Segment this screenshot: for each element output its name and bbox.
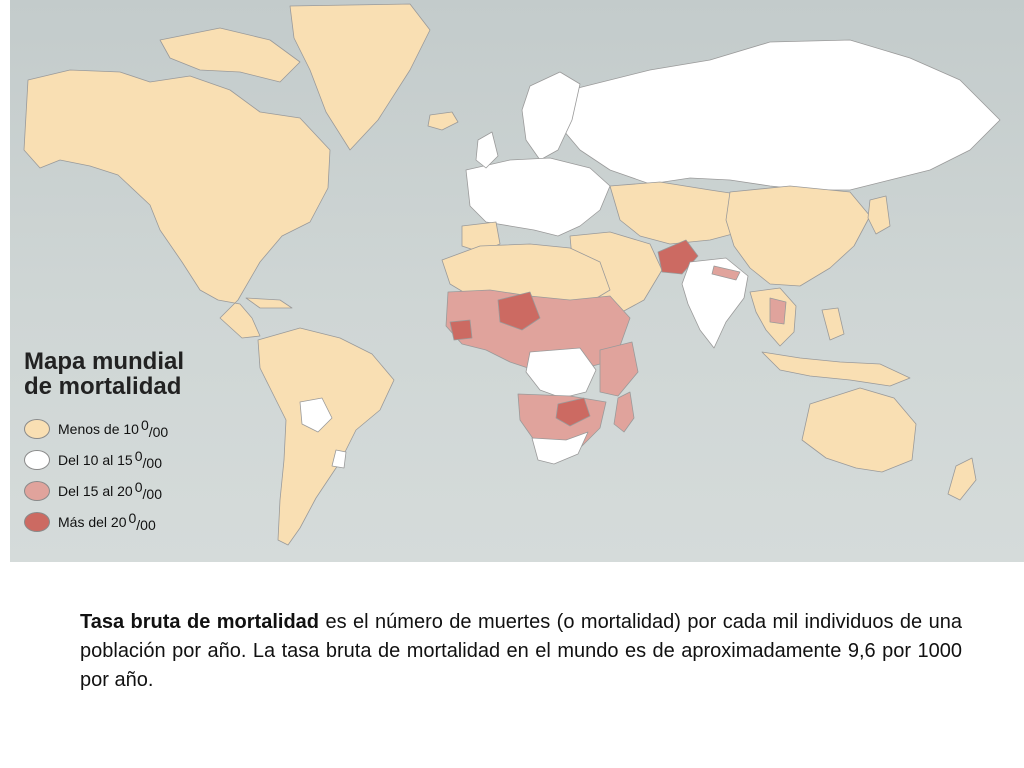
region-russia	[557, 39, 1001, 191]
legend-label-high: Del 15 al 20	[58, 482, 133, 499]
region-korea-japan	[867, 195, 891, 235]
region-sierra-leone	[449, 319, 473, 341]
legend-unit-medium: 0/00	[134, 448, 162, 471]
region-indonesia	[761, 351, 911, 387]
legend-label-medium: Del 10 al 15	[58, 451, 133, 468]
caption-text: es el número de muertes (o mortalidad) p…	[80, 611, 962, 691]
region-china	[725, 185, 871, 287]
region-iceland	[427, 111, 459, 131]
legend-item-very-high: Más del 20 0/00	[24, 506, 184, 537]
legend-item-high: Del 15 al 20 0/00	[24, 475, 184, 506]
region-south-america	[257, 327, 395, 546]
legend-label-very-high: Más del 20	[58, 513, 127, 530]
legend-unit-very-high: 0/00	[128, 510, 156, 533]
region-canadian-islands	[159, 27, 301, 83]
legend-unit-high: 0/00	[134, 479, 162, 502]
region-india	[681, 257, 749, 349]
region-europe	[465, 157, 611, 237]
region-bolivia	[299, 397, 333, 433]
legend-swatch-medium	[24, 449, 50, 470]
legend-swatch-high	[24, 480, 50, 501]
region-east-africa	[599, 341, 639, 397]
world-map: Mapa mundial de mortalidad Menos de 10 0…	[10, 0, 1024, 562]
region-philippines	[821, 307, 845, 341]
region-new-zealand	[947, 457, 977, 501]
region-zambia-mozambique	[555, 397, 591, 427]
legend-item-low: Menos de 10 0/00	[24, 413, 184, 444]
map-title-line-2: de mortalidad	[24, 373, 182, 400]
region-niger-chad	[497, 291, 541, 331]
legend-label-low: Menos de 10	[58, 420, 139, 437]
region-scandinavia	[521, 71, 581, 161]
caption-term: Tasa bruta de mortalidad	[80, 611, 320, 633]
legend-swatch-very-high	[24, 511, 50, 532]
region-cuba	[245, 297, 293, 309]
map-title-line-1: Mapa mundial	[24, 348, 185, 375]
region-uruguay-argentina-white	[331, 449, 347, 469]
map-title: Mapa mundial de mortalidad	[24, 349, 184, 399]
world-map-graphic	[23, 3, 1001, 546]
region-australia	[801, 387, 917, 473]
region-madagascar	[613, 391, 635, 433]
region-cambodia-laos	[769, 297, 787, 325]
region-north-america	[23, 69, 331, 339]
caption-paragraph: Tasa bruta de mortalidad es el número de…	[80, 608, 962, 695]
region-greenland	[289, 3, 431, 151]
region-central-africa	[525, 347, 597, 399]
legend-unit-low: 0/00	[140, 417, 169, 440]
region-nepal	[711, 265, 741, 281]
map-legend: Mapa mundial de mortalidad Menos de 10 0…	[24, 349, 184, 537]
legend-swatch-low	[24, 418, 50, 439]
region-south-africa	[531, 431, 589, 465]
region-uk	[475, 131, 499, 169]
legend-item-medium: Del 10 al 15 0/00	[24, 444, 184, 475]
